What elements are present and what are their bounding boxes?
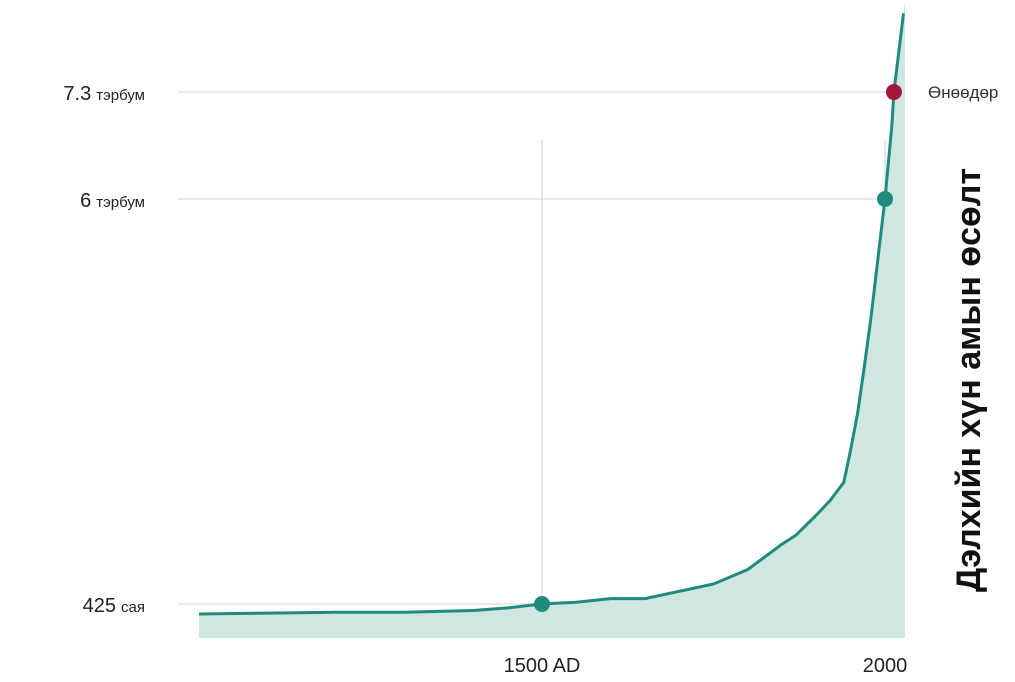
y-tick-unit: тэрбум [96,87,145,104]
chart-title: Дэлхийн хүн амын өсөлт [950,168,988,592]
today-label: Өнөөдөр [928,83,998,102]
y-tick-unit: тэрбум [96,194,145,211]
y-tick-value: 425 [83,595,116,617]
data-marker [534,596,550,612]
x-tick-label: 1500 AD [504,655,581,677]
population-line [198,13,905,616]
data-marker [877,191,893,207]
today-marker [885,84,902,100]
y-tick-value: 6 [80,190,91,212]
marker-layer [534,84,902,612]
label-layer: 425 сая 6 тэрбум 7.3 тэрбум 1500 AD 2000 Өнөөдөр [63,83,998,677]
y-tick-unit: сая [121,599,145,616]
y-tick-label: 7.3 тэрбум [63,83,145,105]
y-tick-value: 7.3 [63,83,91,105]
y-tick-label: 425 сая [83,595,145,617]
y-tick-label: 6 тэрбум [80,190,145,212]
population-area [199,1,905,639]
x-tick-label: 2000 [863,655,908,677]
